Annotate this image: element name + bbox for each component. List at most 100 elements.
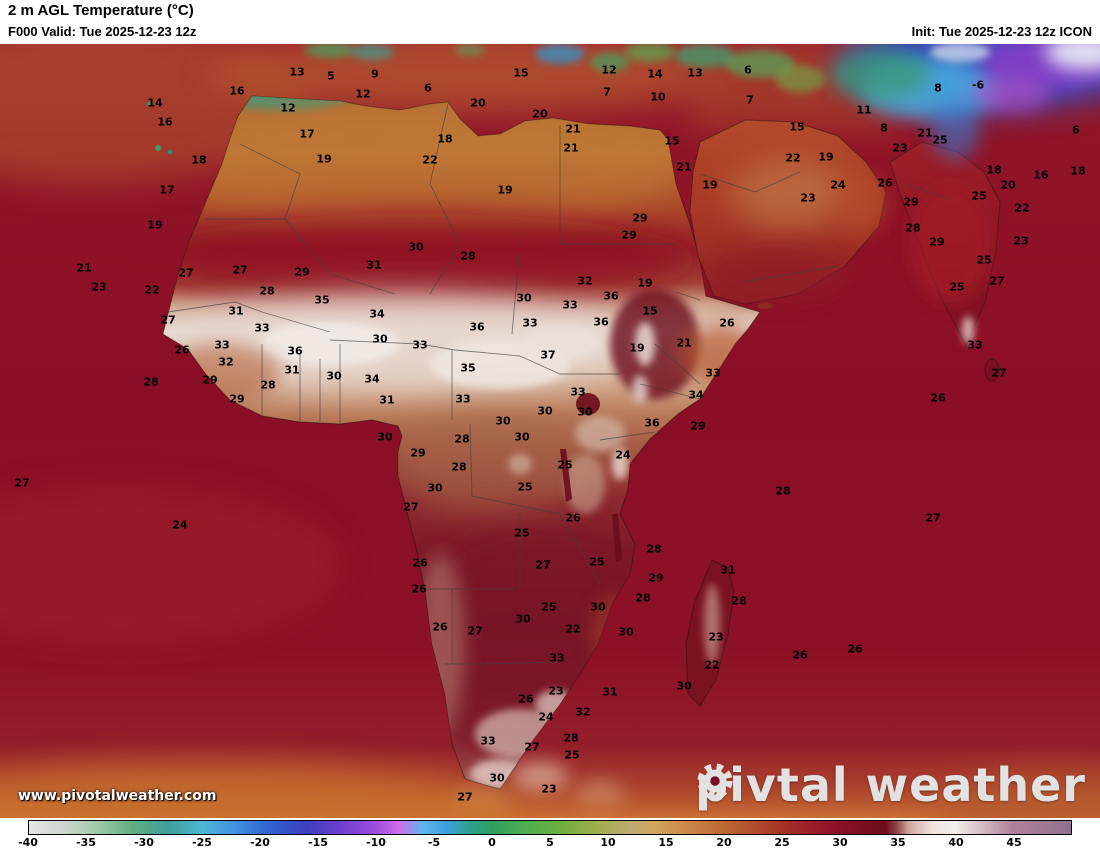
temp-label: 22 [144,283,160,297]
temp-label: 22 [704,658,720,672]
temp-label: 27 [457,790,473,804]
temp-label: 28 [460,249,476,263]
temp-label: 30 [516,291,532,305]
temp-label: 29 [632,211,648,225]
temp-label: 23 [1013,234,1029,248]
temp-label: 25 [971,189,987,203]
gear-icon [697,763,733,799]
temp-label: 27 [403,500,419,514]
temp-label: 21 [676,160,692,174]
temp-label: 33 [214,338,230,352]
watermark: www.pivotalweather.com [18,788,217,804]
temp-label: 6 [1072,123,1080,137]
colorbar-tick: 10 [600,836,616,849]
temp-label: 32 [218,355,234,369]
temp-label: 23 [548,684,564,698]
temp-label: 31 [228,304,244,318]
temp-label: 25 [976,253,992,267]
temp-label: 9 [371,67,379,81]
temp-label: 21 [563,141,579,155]
temp-label: 33 [570,385,586,399]
temp-label: 31 [284,363,300,377]
colorbar-tick: 45 [1006,836,1022,849]
temp-label: 19 [629,341,645,355]
temp-label: 7 [603,85,611,99]
temp-label: 17 [159,183,175,197]
temp-label: 19 [637,276,653,290]
temp-label: 19 [818,150,834,164]
colorbar-tick: -40 [18,836,38,849]
mediterranean-cool-patches [305,44,825,93]
temp-label: 17 [299,127,315,141]
temp-label: 13 [289,65,305,79]
temp-label: 19 [147,218,163,232]
temp-label: 16 [1033,168,1049,182]
temp-label: 30 [408,240,424,254]
temp-label: 33 [705,366,721,380]
temp-label: 30 [514,430,530,444]
temp-label: 25 [557,458,573,472]
temp-label: 24 [830,178,846,192]
temp-label: 28 [454,432,470,446]
temp-label: 26 [174,343,190,357]
colorbar-gradient [28,820,1072,835]
temp-label: 28 [775,484,791,498]
arabia-south [710,244,850,304]
colorbar-tick: -5 [427,836,441,849]
temp-label: 28 [143,375,159,389]
temp-label: 33 [562,298,578,312]
temp-label: 18 [986,163,1002,177]
temp-label: 31 [366,258,382,272]
temp-label: 29 [229,392,245,406]
temp-label: 26 [412,556,428,570]
temp-label: 21 [917,126,933,140]
country-borders [167,103,951,665]
temp-label: 29 [294,265,310,279]
temp-label: 34 [369,307,385,321]
temp-label: 23 [541,782,557,796]
temp-label: 15 [513,66,529,80]
valid-time: F000 Valid: Tue 2025-12-23 12z [8,24,197,39]
temp-label: 30 [377,430,393,444]
south-atlantic-warm-band [0,484,340,644]
temp-label: 33 [455,392,471,406]
pivotal-weather-logo: piv tal weather [695,758,1086,812]
map-header: 2 m AGL Temperature (°C) F000 Valid: Tue… [0,0,1100,44]
temp-label: 30 [676,679,692,693]
temp-label: 33 [522,316,538,330]
temp-label: 32 [577,274,593,288]
temp-label: 26 [719,316,735,330]
temp-label: 23 [708,630,724,644]
temp-label: 25 [589,555,605,569]
temp-label: 30 [326,369,342,383]
temp-label: 25 [517,480,533,494]
temp-label: 33 [254,321,270,335]
colorbar-tick: 25 [774,836,790,849]
temp-label: 29 [410,446,426,460]
temp-label: 24 [615,448,631,462]
temp-label: 14 [647,67,663,81]
colorbar-ticks: -40 -35 -30 -25 -20 -15 -10 -5 0 5 10 15 20 25 30 35 40 4… [18,836,1072,850]
temp-label: 8 [934,81,942,95]
temp-label: 26 [792,648,808,662]
temp-label: 26 [411,582,427,596]
temp-label: 16 [229,84,245,98]
colorbar: -40 -35 -30 -25 -20 -15 -10 -5 0 5 10 15 20 25 30 35 40 4… [0,818,1100,850]
temp-label: 31 [720,563,736,577]
temp-label: -6 [971,78,985,92]
colorbar-tick: 20 [716,836,732,849]
temp-label: 33 [412,338,428,352]
temp-label: 28 [259,284,275,298]
temp-label: 29 [690,419,706,433]
temp-label: 21 [76,261,92,275]
temp-label: 33 [549,651,565,665]
temp-label: 22 [785,151,801,165]
temp-label: 36 [287,344,303,358]
oman-region [835,174,885,234]
colorbar-tick: 40 [948,836,964,849]
colorbar-tick: 35 [890,836,906,849]
temp-label: 16 [157,115,173,129]
temp-label: 15 [642,304,658,318]
india-interior [910,184,990,304]
